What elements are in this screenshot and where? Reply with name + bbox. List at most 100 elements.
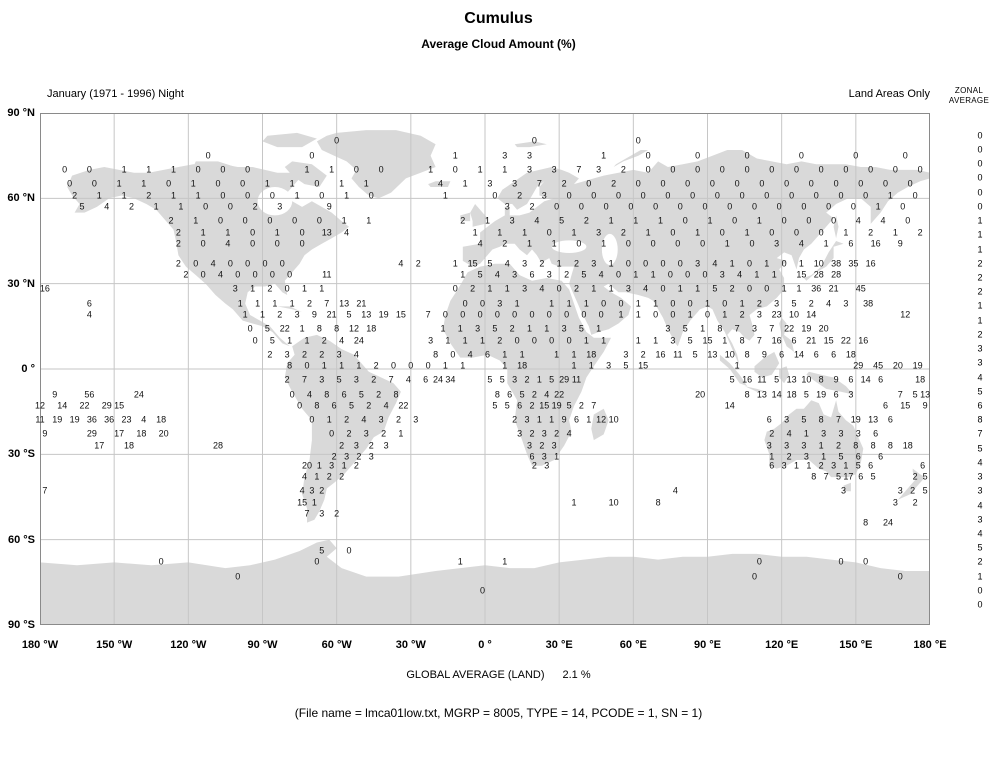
data-value: 29 <box>559 374 570 385</box>
data-value: 0 <box>806 215 812 226</box>
data-value: 2 <box>917 227 923 237</box>
data-value: 0 <box>586 178 592 189</box>
data-value: 1 <box>645 227 651 237</box>
data-value: 0 <box>166 178 172 189</box>
data-value: 1 <box>440 323 446 334</box>
data-value: 2 <box>415 258 421 269</box>
zonal-average-value: 0 <box>977 201 983 212</box>
data-value: 7 <box>42 485 48 496</box>
data-value: 56 <box>84 389 95 400</box>
data-value: 3 <box>803 451 809 462</box>
data-value: 4 <box>477 238 483 249</box>
data-value: 2 <box>319 485 325 496</box>
data-value: 0 <box>650 238 656 249</box>
data-value: 1 <box>522 227 528 237</box>
data-value: 7 <box>823 471 829 482</box>
data-value: 20 <box>818 323 829 334</box>
data-value: 3 <box>855 428 861 439</box>
data-value: 1 <box>695 283 701 294</box>
data-value: 0 <box>660 283 666 294</box>
data-value: 3 <box>475 323 481 334</box>
data-value: 6 <box>779 349 785 360</box>
data-value: 4 <box>494 269 500 280</box>
data-value: 16 <box>870 238 881 249</box>
data-value: 16 <box>655 349 666 360</box>
data-value: 1 <box>608 283 614 294</box>
data-value: 3 <box>526 164 533 175</box>
data-value: 0 <box>581 309 587 320</box>
data-value: 22 <box>279 323 290 334</box>
data-value: 1 <box>178 201 184 212</box>
data-value: 1 <box>875 201 881 212</box>
data-value: 0 <box>751 571 758 582</box>
data-value: 1 <box>121 190 127 200</box>
data-value: 0 <box>882 178 889 189</box>
data-value: 2 <box>531 389 537 400</box>
data-value: 0 <box>217 215 224 226</box>
data-value: 3 <box>848 389 854 400</box>
land-shape <box>284 161 327 187</box>
data-value: 1 <box>442 360 448 371</box>
data-value: 28 <box>212 440 224 451</box>
data-value: 3 <box>544 460 550 471</box>
data-value: 10 <box>608 414 619 425</box>
data-value: 0 <box>744 164 750 175</box>
data-value: 1 <box>462 178 468 189</box>
data-value: 2 <box>376 389 382 400</box>
data-value: 3 <box>413 414 419 425</box>
data-value: 0 <box>477 309 483 320</box>
data-value: 8 <box>324 389 330 400</box>
data-value: 14 <box>806 309 817 320</box>
data-value: 17 <box>94 440 105 451</box>
data-value: 1 <box>707 215 713 226</box>
lon-tick-label: 0 ° <box>478 639 492 651</box>
land-shape <box>277 306 303 313</box>
data-value: 2 <box>769 428 775 439</box>
data-value: 18 <box>136 428 147 439</box>
data-value: 1 <box>428 164 434 175</box>
data-value: 5 <box>774 374 780 385</box>
zonal-average-value: 4 <box>977 500 983 510</box>
data-value: 1 <box>472 227 478 237</box>
data-value: 0 <box>442 309 448 320</box>
data-value: 0 <box>640 190 646 200</box>
data-value: 5 <box>264 323 270 334</box>
data-value: 18 <box>902 440 913 451</box>
data-value: 0 <box>744 150 750 161</box>
data-value: 3 <box>831 460 837 471</box>
data-value: 3 <box>670 335 676 346</box>
data-value: 3 <box>336 349 342 360</box>
data-value: 15 <box>467 258 478 269</box>
data-value: 4 <box>737 269 743 280</box>
data-value: 4 <box>104 201 110 212</box>
data-value: 8 <box>818 414 824 425</box>
data-value: 0 <box>746 283 753 294</box>
zonal-average-value: 5 <box>977 443 983 454</box>
data-value: 1 <box>823 238 829 249</box>
data-value: 2 <box>168 215 174 226</box>
data-value: 2 <box>277 309 283 320</box>
data-value: 1 <box>618 309 624 320</box>
zonal-average-value: 5 <box>977 542 983 553</box>
data-value: 7 <box>324 298 330 309</box>
land-shape <box>719 354 748 387</box>
land-shape <box>316 130 436 199</box>
land-shape <box>514 141 547 148</box>
data-value: 8 <box>314 400 320 411</box>
data-value: 1 <box>341 460 347 471</box>
data-value: 0 <box>615 190 622 200</box>
data-value: 3 <box>774 298 780 309</box>
lon-tick-label: 90 °W <box>247 639 278 651</box>
data-value: 7 <box>301 374 308 385</box>
data-value: 1 <box>803 428 809 439</box>
data-value: 0 <box>514 335 520 346</box>
data-value: 0 <box>858 178 864 189</box>
data-value: 5 <box>504 400 510 411</box>
data-value: 1 <box>764 258 770 269</box>
data-value: 11 <box>673 349 683 360</box>
data-value: 4 <box>361 414 367 425</box>
land-shape <box>262 132 317 148</box>
data-value: 4 <box>539 283 545 294</box>
data-value: 4 <box>217 269 224 280</box>
